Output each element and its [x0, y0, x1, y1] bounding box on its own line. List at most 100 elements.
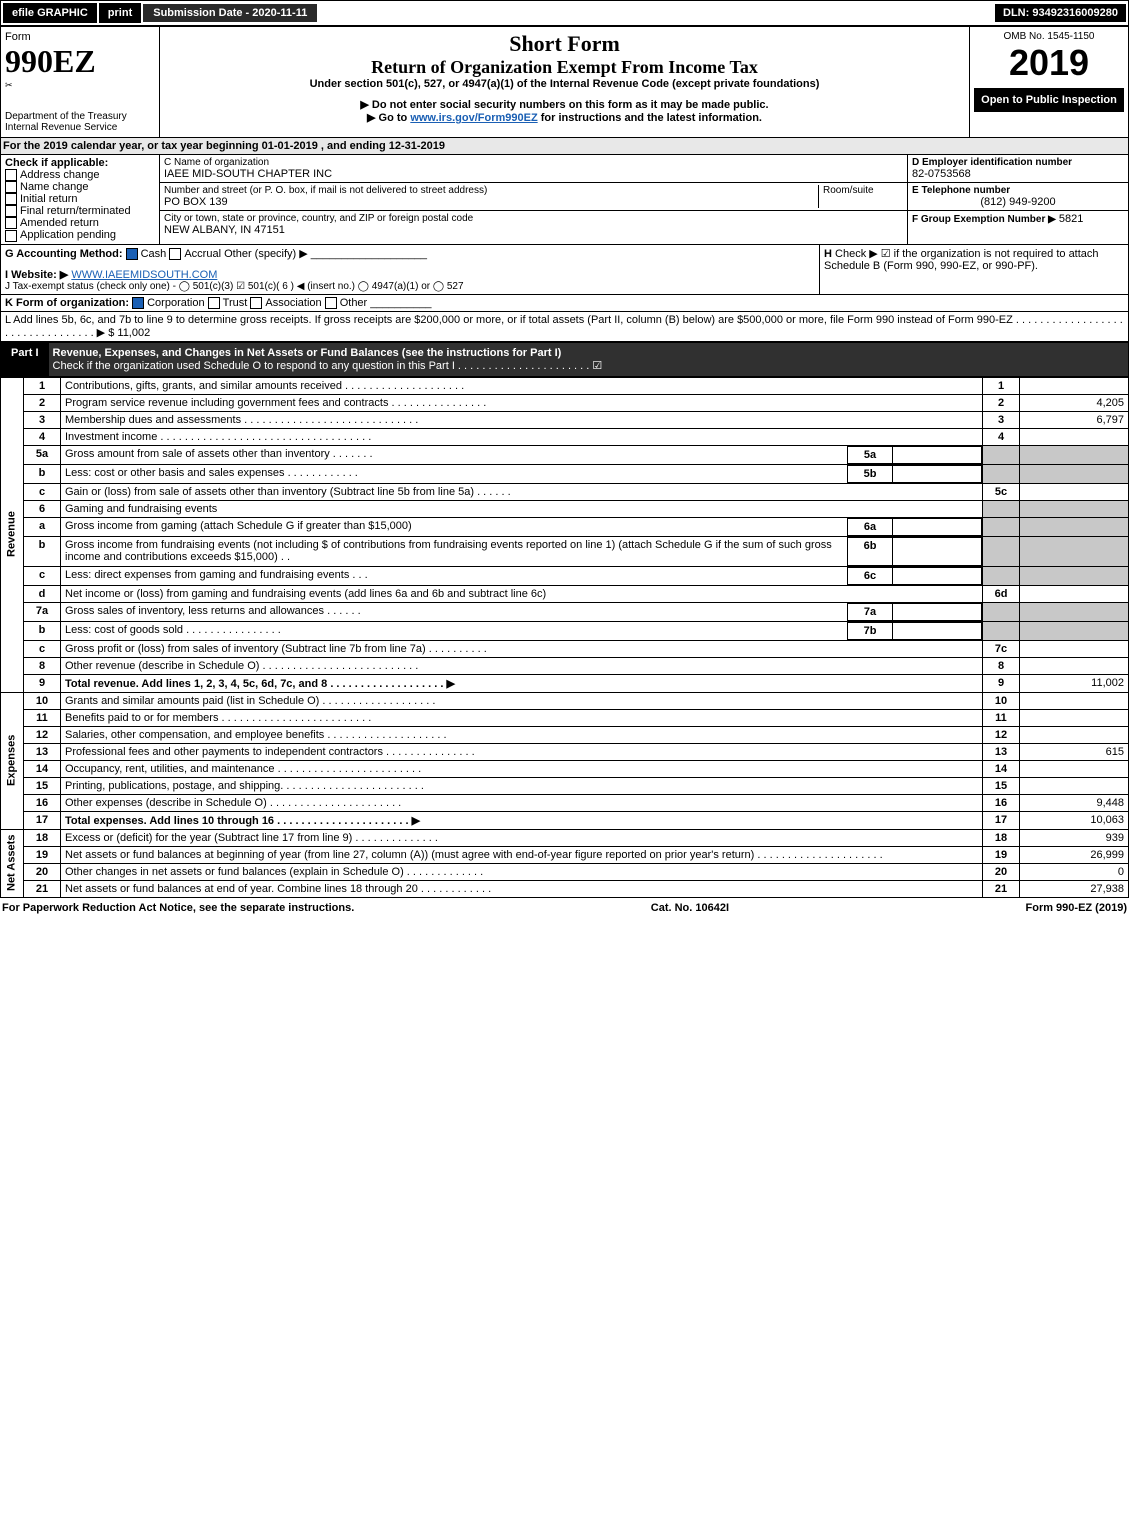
ln20-col: 20 [983, 863, 1020, 880]
line-l: L Add lines 5b, 6c, and 7b to line 9 to … [0, 312, 1129, 342]
e-label: E Telephone number [912, 185, 1124, 196]
opt-trust: Trust [223, 297, 248, 309]
ln18-val: 939 [1020, 829, 1129, 846]
expenses-label: Expenses [1, 692, 24, 829]
ln12-text: Salaries, other compensation, and employ… [61, 726, 983, 743]
ln6-shade [983, 500, 1020, 517]
ln5b-text: Less: cost or other basis and sales expe… [61, 465, 848, 482]
ln5b-subval [893, 465, 982, 482]
checkbox-association[interactable] [250, 297, 262, 309]
opt-assoc: Association [265, 297, 321, 309]
l-text: L Add lines 5b, 6c, and 7b to line 9 to … [5, 314, 1123, 339]
checkbox-trust[interactable] [208, 297, 220, 309]
ln11-text: Benefits paid to or for members . . . . … [61, 709, 983, 726]
ln12-col: 12 [983, 726, 1020, 743]
ln19-val: 26,999 [1020, 846, 1129, 863]
part-i-label: Part I [1, 343, 49, 376]
opt-accrual: Accrual [184, 248, 221, 260]
checkbox-other-org[interactable] [325, 297, 337, 309]
ln10-num: 10 [24, 692, 61, 709]
checkbox-accrual[interactable] [169, 248, 181, 260]
opt-initial: Initial return [20, 193, 77, 205]
ln3-val: 6,797 [1020, 411, 1129, 428]
ln4-col: 4 [983, 428, 1020, 445]
form-number: 990EZ [5, 43, 155, 80]
ln6a-sub: 6a [848, 518, 893, 535]
ln16-text: Other expenses (describe in Schedule O) … [61, 794, 983, 811]
ln5b-sub: 5b [848, 465, 893, 482]
opt-other-org: Other [340, 297, 368, 309]
checkbox-name-change[interactable] [5, 181, 17, 193]
checkbox-corporation[interactable] [132, 297, 144, 309]
ln10-text: Grants and similar amounts paid (list in… [61, 692, 983, 709]
ln5c-val [1020, 483, 1129, 500]
ln14-text: Occupancy, rent, utilities, and maintena… [61, 760, 983, 777]
form-ref: Form 990-EZ (2019) [1026, 902, 1127, 914]
ln20-text: Other changes in net assets or fund bala… [61, 863, 983, 880]
group-exemption-value: 5821 [1059, 213, 1083, 225]
ln6c-shade2 [1020, 566, 1129, 585]
c-name-label: C Name of organization [164, 157, 903, 168]
ln5a-shade [983, 445, 1020, 464]
checkbox-cash[interactable] [126, 248, 138, 260]
ln20-num: 20 [24, 863, 61, 880]
ln12-val [1020, 726, 1129, 743]
print-button[interactable]: print [99, 3, 141, 23]
ln5a-num: 5a [24, 445, 61, 464]
ln6-shade2 [1020, 500, 1129, 517]
ln14-val [1020, 760, 1129, 777]
form-label: Form [5, 31, 155, 43]
ln4-val [1020, 428, 1129, 445]
tax-year: 2019 [974, 42, 1124, 84]
form-header: Form 990EZ ✂ Department of the Treasury … [0, 26, 1129, 138]
ln2-num: 2 [24, 394, 61, 411]
catalog-number: Cat. No. 10642I [651, 902, 729, 914]
dln: DLN: 93492316009280 [995, 4, 1126, 22]
section-g-h: G Accounting Method: Cash Accrual Other … [0, 245, 1129, 295]
c-city-label: City or town, state or province, country… [164, 213, 903, 224]
checkbox-amended-return[interactable] [5, 217, 17, 229]
ln6d-num: d [24, 585, 61, 602]
ln12-num: 12 [24, 726, 61, 743]
ln13-text: Professional fees and other payments to … [61, 743, 983, 760]
ln16-col: 16 [983, 794, 1020, 811]
checkbox-final-return[interactable] [5, 205, 17, 217]
checkbox-application-pending[interactable] [5, 230, 17, 242]
ln13-col: 13 [983, 743, 1020, 760]
ln19-text: Net assets or fund balances at beginning… [61, 846, 983, 863]
b-label: Check if applicable: [5, 157, 155, 169]
ln3-text: Membership dues and assessments . . . . … [61, 411, 983, 428]
k-label: K Form of organization: [5, 297, 129, 309]
opt-final: Final return/terminated [20, 205, 131, 217]
efile-link[interactable]: efile GRAPHIC [3, 3, 97, 23]
checkbox-address-change[interactable] [5, 169, 17, 181]
ln6d-text: Net income or (loss) from gaming and fun… [61, 585, 983, 602]
line-a: For the 2019 calendar year, or tax year … [0, 138, 1129, 155]
main-title: Return of Organization Exempt From Incom… [164, 57, 965, 78]
website-link[interactable]: WWW.IAEEMIDSOUTH.COM [71, 269, 217, 281]
ln6a-num: a [24, 517, 61, 536]
under-section: Under section 501(c), 527, or 4947(a)(1)… [164, 78, 965, 90]
ln16-val: 9,448 [1020, 794, 1129, 811]
checkbox-initial-return[interactable] [5, 193, 17, 205]
ln7a-subval [893, 603, 982, 620]
ln2-col: 2 [983, 394, 1020, 411]
section-b-c-d: Check if applicable: Address change Name… [0, 155, 1129, 245]
ln6d-col: 6d [983, 585, 1020, 602]
ssn-warning: ▶ Do not enter social security numbers o… [164, 98, 965, 111]
ln13-num: 13 [24, 743, 61, 760]
ln7a-text: Gross sales of inventory, less returns a… [61, 603, 848, 620]
ln20-val: 0 [1020, 863, 1129, 880]
goto-text: ▶ Go to [367, 112, 410, 124]
ln18-text: Excess or (deficit) for the year (Subtra… [61, 829, 983, 846]
ln6b-sub: 6b [848, 537, 893, 565]
ln7a-sub: 7a [848, 603, 893, 620]
irs-url-link[interactable]: www.irs.gov/Form990EZ [410, 112, 537, 124]
ln7b-sub: 7b [848, 622, 893, 639]
opt-amended: Amended return [20, 217, 99, 229]
ln7c-val [1020, 640, 1129, 657]
ln3-num: 3 [24, 411, 61, 428]
h-content: Check ▶ ☑ if the organization is not req… [824, 248, 1099, 272]
ln6d-val [1020, 585, 1129, 602]
opt-corp: Corporation [147, 297, 204, 309]
